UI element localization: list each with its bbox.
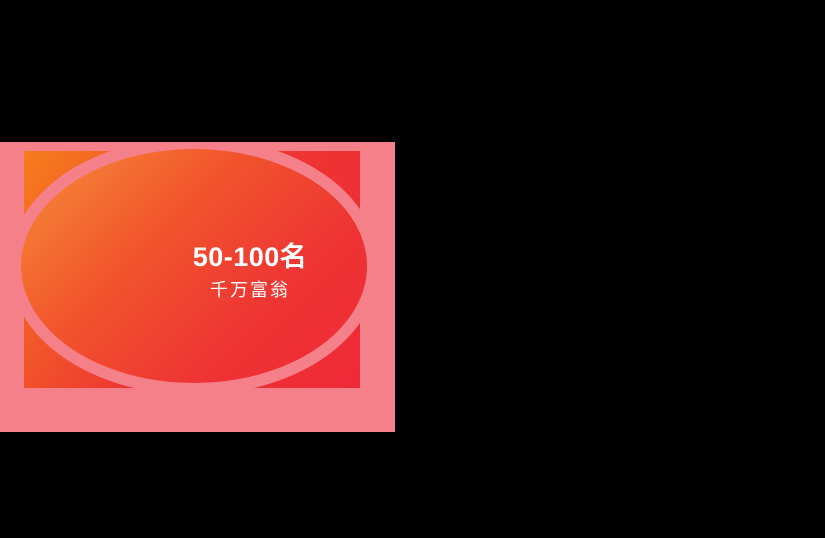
tier-name-label: 千万富翁 bbox=[210, 280, 290, 300]
prize-tier-card[interactable]: 50-100名 千万富翁 bbox=[0, 142, 395, 432]
prize-text-block: 50-100名 千万富翁 bbox=[120, 242, 380, 300]
rank-range-label: 50-100名 bbox=[192, 242, 308, 272]
